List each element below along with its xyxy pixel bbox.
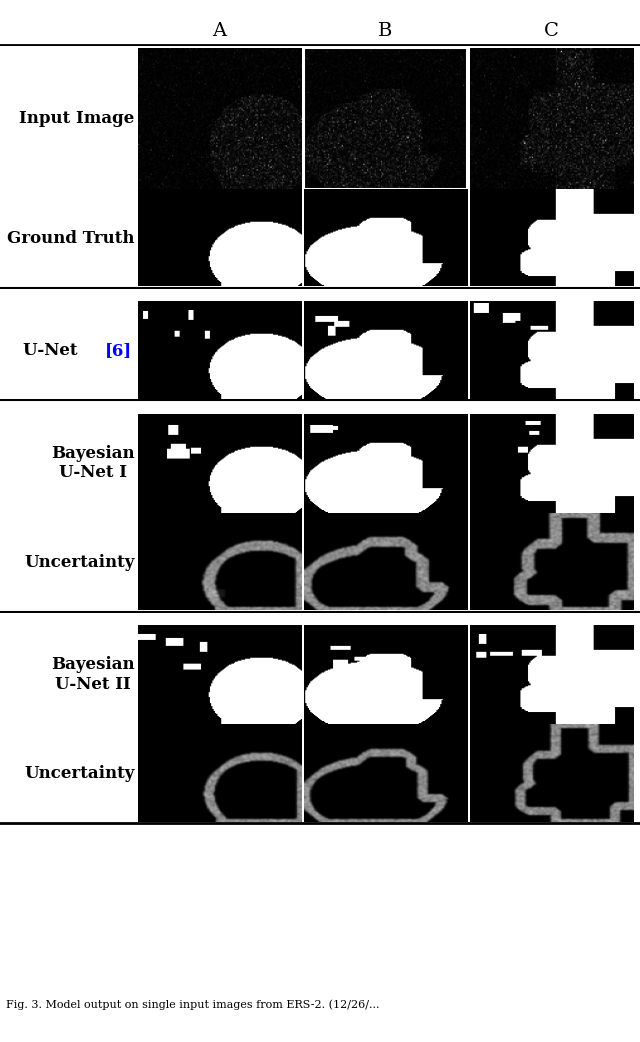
Text: Bayesian
U-Net I: Bayesian U-Net I xyxy=(51,445,134,481)
Text: Bayesian
U-Net II: Bayesian U-Net II xyxy=(51,656,134,693)
Text: B: B xyxy=(378,22,393,40)
Text: Uncertainty: Uncertainty xyxy=(24,765,134,783)
Text: Uncertainty: Uncertainty xyxy=(24,553,134,571)
Text: Input Image: Input Image xyxy=(19,109,134,127)
Text: [6]: [6] xyxy=(104,342,132,359)
Text: Ground Truth: Ground Truth xyxy=(7,229,134,247)
Text: U-Net: U-Net xyxy=(23,342,83,359)
Text: C: C xyxy=(545,22,559,40)
Text: A: A xyxy=(212,22,227,40)
Text: Fig. 3. Model output on single input images from ERS-2. (12/26/...: Fig. 3. Model output on single input ima… xyxy=(6,999,380,1010)
